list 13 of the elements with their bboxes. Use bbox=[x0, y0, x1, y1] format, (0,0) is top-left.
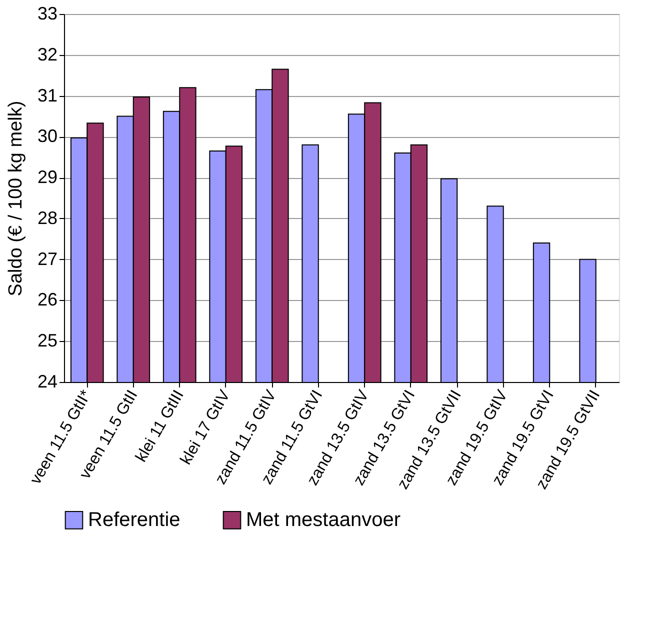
y-tick-label: 27 bbox=[37, 248, 58, 269]
y-tick-label: 26 bbox=[37, 290, 58, 310]
y-tick-label: 25 bbox=[37, 330, 58, 351]
y-tick-label: 33 bbox=[37, 4, 58, 24]
y-tick-label: 24 bbox=[37, 372, 58, 392]
legend-label: Referentie bbox=[88, 509, 180, 532]
y-tick-label: 32 bbox=[37, 44, 58, 64]
y-tick-label: 29 bbox=[37, 167, 58, 188]
y-axis-title: Saldo (€ / 100 kg melk) bbox=[5, 100, 26, 296]
y-tick-label: 28 bbox=[37, 208, 58, 228]
legend-label: Met mestaanvoer bbox=[246, 509, 401, 532]
y-tick-label: 31 bbox=[37, 85, 58, 106]
y-tick-label: 30 bbox=[37, 126, 58, 146]
